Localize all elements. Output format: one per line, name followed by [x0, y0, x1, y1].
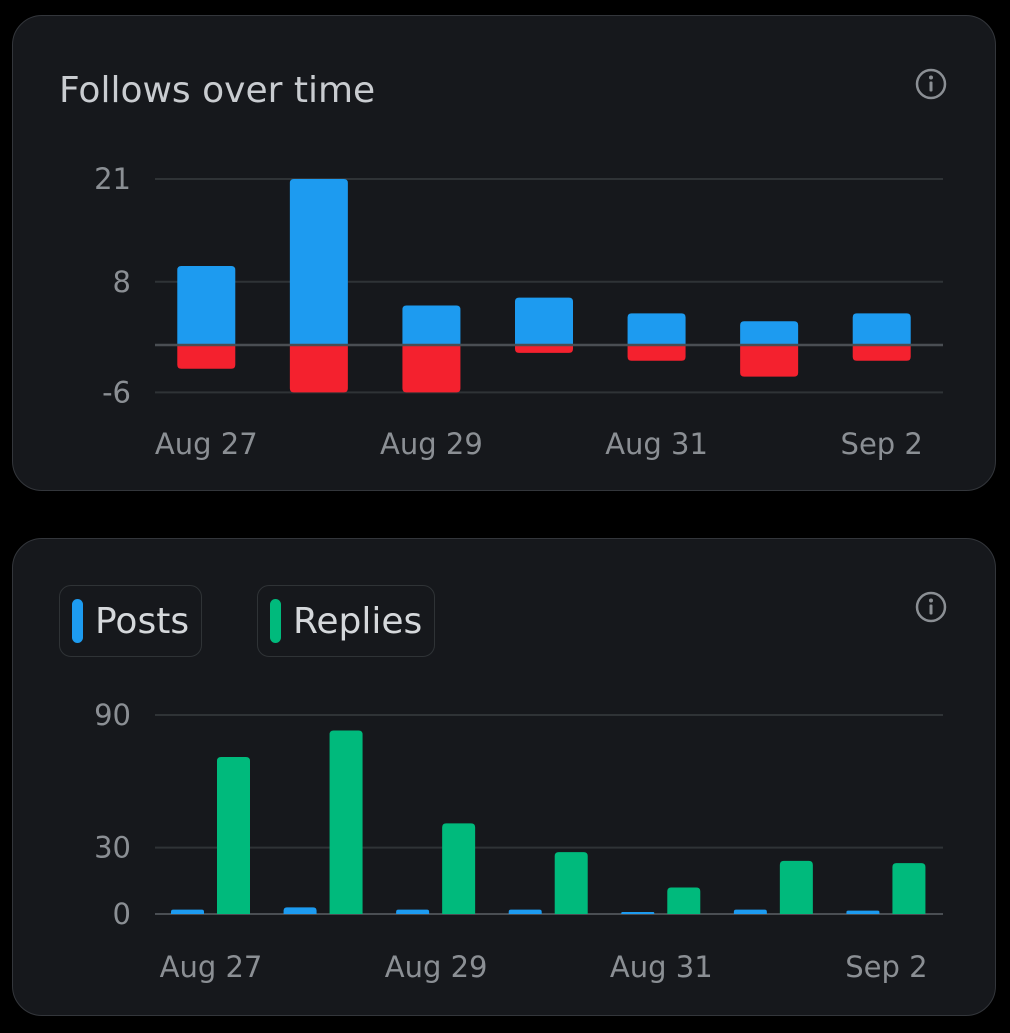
bar-follows — [289, 179, 348, 345]
bar-posts — [283, 907, 317, 914]
bar-follows — [627, 313, 686, 345]
bar-replies — [329, 730, 363, 914]
bar-unfollows — [177, 345, 236, 369]
bar-unfollows — [289, 345, 348, 393]
bar-posts — [508, 909, 542, 914]
y-tick-label: 90 — [94, 698, 131, 732]
x-tick-label: Aug 31 — [605, 427, 708, 461]
info-icon[interactable] — [915, 68, 947, 100]
bar-replies — [442, 823, 476, 914]
legend-posts[interactable]: Posts — [59, 585, 203, 657]
bar-replies — [554, 852, 588, 914]
x-tick-label: Aug 29 — [380, 427, 483, 461]
bar-follows — [515, 297, 573, 345]
bar-posts — [733, 909, 767, 914]
y-tick-label: 0 — [113, 897, 131, 931]
y-tick-label: 30 — [94, 831, 131, 865]
legend-label: Posts — [95, 600, 190, 642]
posts-replies-chart-card: Posts Replies 90 30 0 Aug 27 Aug 29 Aug 31 Sep… — [12, 538, 996, 1016]
bar-unfollows — [515, 345, 573, 353]
bar-posts — [846, 910, 880, 914]
bar-follows — [740, 321, 799, 345]
bar-replies — [892, 863, 926, 914]
bar-posts — [396, 909, 430, 914]
x-tick-label: Aug 29 — [385, 950, 488, 984]
posts-swatch — [72, 599, 83, 643]
bar-replies — [217, 757, 250, 914]
legend-replies[interactable]: Replies — [257, 585, 436, 657]
posts-replies-bar-chart: 90 30 0 Aug 27 Aug 29 Aug 31 Sep 2 — [94, 698, 943, 984]
bar-unfollows — [402, 345, 461, 393]
bar-unfollows — [852, 345, 911, 361]
bar-unfollows — [627, 345, 686, 361]
info-icon[interactable] — [915, 591, 947, 623]
replies-swatch — [270, 599, 281, 643]
bar-follows — [852, 313, 911, 345]
y-tick-label: 21 — [94, 162, 131, 196]
follows-bar-chart: 21 8 -6 Aug 27 Aug 29 Aug 31 Sep 2 — [94, 162, 943, 461]
x-tick-label: Aug 27 — [160, 950, 263, 984]
x-tick-label: Sep 2 — [841, 427, 923, 461]
bar-unfollows — [740, 345, 799, 377]
chart-title: Follows over time — [59, 70, 376, 111]
bar-posts — [171, 909, 204, 914]
follows-chart-card: Follows over time 21 8 -6 Aug 27 Aug 29 Aug 3… — [12, 15, 996, 491]
bar-replies — [779, 860, 813, 914]
bar-follows — [402, 305, 461, 345]
x-tick-label: Aug 27 — [155, 427, 258, 461]
y-tick-label: 8 — [113, 265, 131, 299]
bar-follows — [177, 265, 236, 345]
x-tick-label: Sep 2 — [845, 950, 927, 984]
y-tick-label: -6 — [102, 375, 131, 409]
bar-replies — [667, 887, 701, 914]
legend-label: Replies — [293, 600, 423, 642]
x-tick-label: Aug 31 — [610, 950, 713, 984]
bar-posts — [621, 912, 655, 914]
